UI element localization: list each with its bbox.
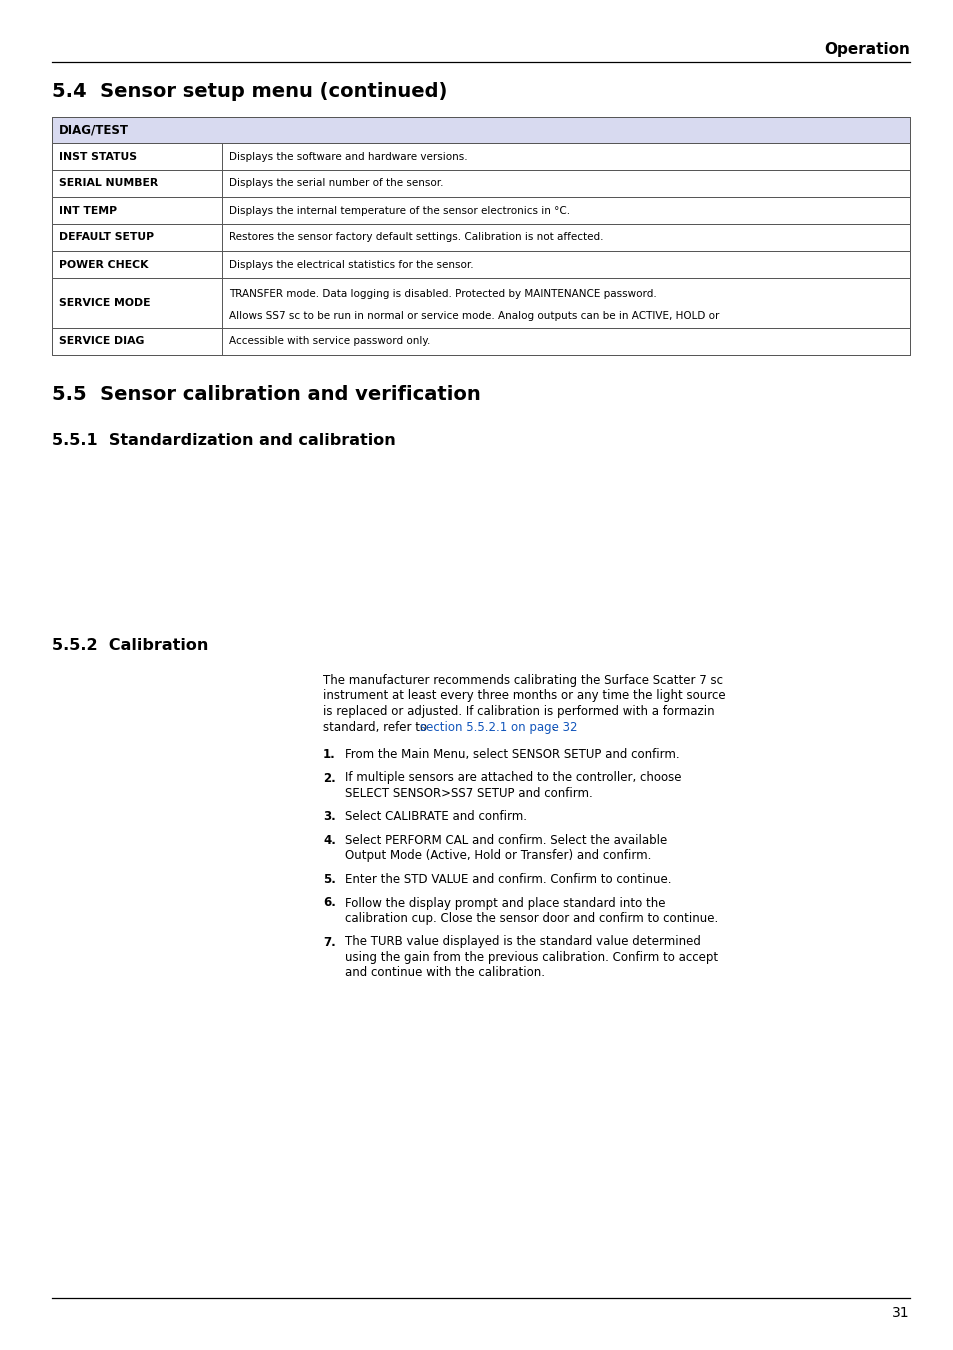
Text: and continue with the calibration.: and continue with the calibration. [345,967,544,980]
Text: INT TEMP: INT TEMP [59,205,117,216]
Text: section 5.5.2.1 on page 32: section 5.5.2.1 on page 32 [419,721,577,733]
Text: 1.: 1. [323,748,335,761]
Text: 7.: 7. [323,936,335,949]
Text: Displays the serial number of the sensor.: Displays the serial number of the sensor… [229,178,443,189]
Text: using the gain from the previous calibration. Confirm to accept: using the gain from the previous calibra… [345,950,718,964]
Text: Operation: Operation [823,42,909,57]
Text: 2.: 2. [323,771,335,784]
Bar [52,143,909,170]
Text: INST STATUS: INST STATUS [59,151,137,162]
Text: Enter the STD VALUE and confirm. Confirm to continue.: Enter the STD VALUE and confirm. Confirm… [345,873,671,886]
Text: POWER CHECK: POWER CHECK [59,259,149,270]
Text: Allows SS7 sc to be run in normal or service mode. Analog outputs can be in ACTI: Allows SS7 sc to be run in normal or ser… [229,310,719,321]
Text: Accessible with service password only.: Accessible with service password only. [229,336,430,347]
Bar [52,328,909,355]
Text: Displays the software and hardware versions.: Displays the software and hardware versi… [229,151,467,162]
Text: 5.5  Sensor calibration and verification: 5.5 Sensor calibration and verification [52,385,480,404]
Bar [52,170,909,197]
Text: Restores the sensor factory default settings. Calibration is not affected.: Restores the sensor factory default sett… [229,232,603,243]
Text: SERVICE DIAG: SERVICE DIAG [59,336,144,347]
Text: The TURB value displayed is the standard value determined: The TURB value displayed is the standard… [345,936,700,949]
Bar [52,117,909,143]
Text: If multiple sensors are attached to the controller, choose: If multiple sensors are attached to the … [345,771,680,784]
Text: The manufacturer recommends calibrating the Surface Scatter 7 sc: The manufacturer recommends calibrating … [323,674,722,687]
Text: SELECT SENSOR>SS7 SETUP and confirm.: SELECT SENSOR>SS7 SETUP and confirm. [345,787,592,801]
Text: SERVICE MODE: SERVICE MODE [59,298,151,308]
Text: DIAG/TEST: DIAG/TEST [59,123,129,136]
Text: 4.: 4. [323,834,335,846]
Text: From the Main Menu, select SENSOR SETUP and confirm.: From the Main Menu, select SENSOR SETUP … [345,748,679,761]
Text: Displays the internal temperature of the sensor electronics in °C.: Displays the internal temperature of the… [229,205,570,216]
Text: is replaced or adjusted. If calibration is performed with a formazin: is replaced or adjusted. If calibration … [323,705,714,718]
Text: Select CALIBRATE and confirm.: Select CALIBRATE and confirm. [345,810,526,824]
Bar [52,224,909,251]
Text: calibration cup. Close the sensor door and confirm to continue.: calibration cup. Close the sensor door a… [345,913,718,925]
Bar [52,278,909,328]
Bar [52,197,909,224]
Text: SERIAL NUMBER: SERIAL NUMBER [59,178,158,189]
Text: TRANSFER mode. Data logging is disabled. Protected by MAINTENANCE password.: TRANSFER mode. Data logging is disabled.… [229,289,656,298]
Bar [52,117,909,355]
Text: Follow the display prompt and place standard into the: Follow the display prompt and place stan… [345,896,665,910]
Text: 31: 31 [891,1305,909,1320]
Text: 6.: 6. [323,896,335,910]
Text: DEFAULT SETUP: DEFAULT SETUP [59,232,154,243]
Text: Output Mode (Active, Hold or Transfer) and confirm.: Output Mode (Active, Hold or Transfer) a… [345,849,651,863]
Text: 3.: 3. [323,810,335,824]
Text: Displays the electrical statistics for the sensor.: Displays the electrical statistics for t… [229,259,473,270]
Text: 5.: 5. [323,873,335,886]
Text: Select PERFORM CAL and confirm. Select the available: Select PERFORM CAL and confirm. Select t… [345,834,666,846]
Text: 5.5.2  Calibration: 5.5.2 Calibration [52,639,208,653]
Bar [52,251,909,278]
Text: .: . [551,721,555,733]
Text: 5.5.1  Standardization and calibration: 5.5.1 Standardization and calibration [52,433,395,448]
Text: standard, refer to: standard, refer to [323,721,431,733]
Text: instrument at least every three months or any time the light source: instrument at least every three months o… [323,690,725,702]
Text: 5.4  Sensor setup menu (continued): 5.4 Sensor setup menu (continued) [52,82,447,101]
